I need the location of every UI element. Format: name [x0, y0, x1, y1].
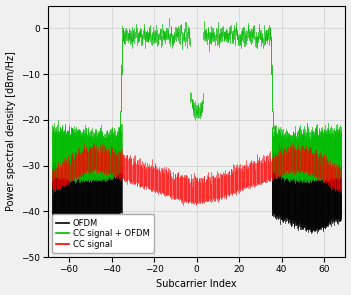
Y-axis label: Power spectral density [dBm/Hz]: Power spectral density [dBm/Hz] — [6, 51, 15, 211]
Legend: OFDM, CC signal + OFDM, CC signal: OFDM, CC signal + OFDM, CC signal — [52, 214, 154, 253]
X-axis label: Subcarrier Index: Subcarrier Index — [156, 279, 237, 289]
